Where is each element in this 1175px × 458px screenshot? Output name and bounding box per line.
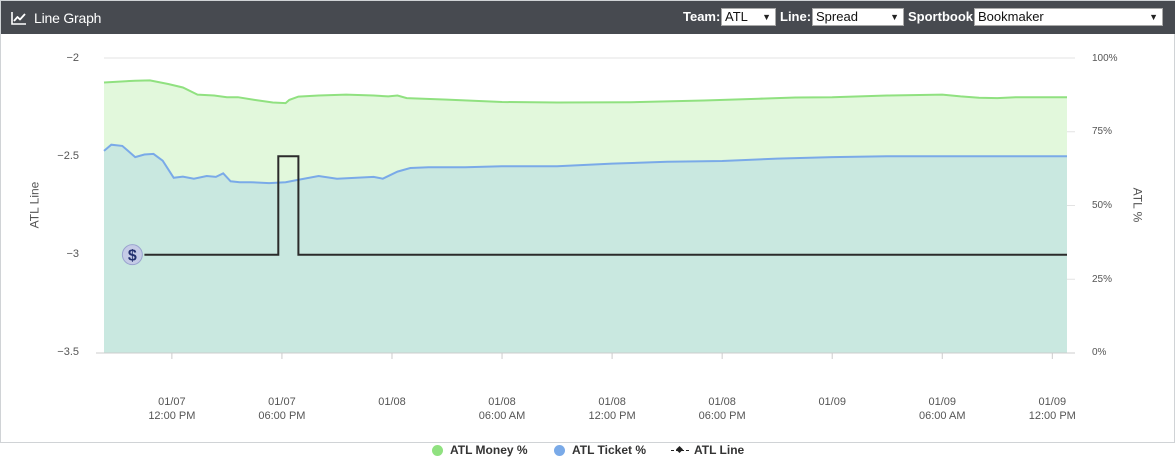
x-tick-label-line: 01/08 [708, 396, 736, 408]
x-tick-label-line: 01/07 [158, 396, 186, 408]
series-area-1 [104, 144, 1067, 353]
legend-marker-money [432, 444, 443, 456]
x-tick-label-line: 12:00 PM [588, 410, 636, 422]
panel-header: Line Graph Team: ATL ▼ Line: Spread ▼ Sp… [1, 1, 1175, 34]
x-tick-label-line: 01/07 [268, 396, 296, 408]
x-tick-label: 01/08 12:00 PM [577, 395, 647, 423]
x-tick-label-line [357, 409, 427, 423]
series-line-1 [103, 143, 1067, 185]
series-line-0 [103, 79, 1067, 105]
y-tick-right: 100% [1092, 53, 1118, 64]
x-tick-label: 01/08 06:00 AM [467, 395, 537, 423]
y-axis-label-right: ATL % [1130, 187, 1145, 223]
panel-title-group: Line Graph [11, 1, 101, 34]
panel-title: Line Graph [34, 9, 102, 26]
x-tick-label-line: 12:00 PM [1028, 410, 1076, 422]
chevron-down-icon: ▼ [762, 12, 771, 22]
line-label: Line: [780, 9, 812, 24]
legend-money[interactable]: ATL Money % [432, 442, 528, 458]
y-tick-right: 25% [1092, 274, 1113, 285]
x-tick-label-line: 01/09 [1038, 396, 1067, 408]
team-label: Team: [683, 9, 721, 24]
x-tick-label-line: 01/08 [598, 396, 626, 408]
legend-marker-line [671, 445, 689, 455]
x-tick-label-line [797, 409, 867, 423]
line-chart: $ −2 −2.5 −3 −3.5 100% 75% 50% 25% 0% AT… [1, 34, 1175, 457]
line-select[interactable]: Spread ▼ [812, 8, 904, 26]
sportsbook-select[interactable]: Bookmaker ▼ [974, 8, 1163, 26]
y-tick-right: 75% [1092, 126, 1113, 137]
x-tick-label: 01/07 06:00 PM [247, 395, 317, 423]
dollar-badge-symbol: $ [128, 248, 137, 265]
sportsbook-select-value: Bookmaker [978, 9, 1044, 24]
x-tick-label-line: 06:00 PM [698, 410, 746, 422]
x-tick-label-line: 01/08 [488, 396, 516, 408]
chart-plot-area: $ [96, 57, 1075, 359]
chevron-down-icon: ▼ [890, 12, 899, 22]
chevron-down-icon: ▼ [1149, 12, 1158, 22]
x-tick-label: 01/08 [357, 395, 427, 423]
legend-marker-ticket [554, 444, 565, 456]
legend-ticket[interactable]: ATL Ticket % [554, 442, 646, 458]
x-tick-label-line: 06:00 AM [478, 410, 526, 422]
y-tick-left: −2.5 [57, 150, 79, 162]
x-tick-label-line: 06:00 AM [919, 410, 966, 422]
x-tick-label: 01/08 06:00 PM [687, 395, 757, 423]
sportsbook-label: Sportbook: [908, 9, 978, 24]
line-select-value: Spread [816, 9, 858, 24]
x-tick-label-line: 01/09 [818, 396, 846, 408]
legend-line[interactable]: ATL Line [671, 442, 744, 458]
x-tick-label: 01/09 06:00 AM [907, 395, 977, 423]
team-select[interactable]: ATL ▼ [721, 8, 776, 26]
series-line-2 [144, 155, 1067, 256]
y-tick-left: −2 [66, 52, 79, 64]
x-tick-label-line: 06:00 PM [258, 410, 306, 422]
team-select-value: ATL [725, 9, 748, 24]
x-tick-label-line: 01/09 [928, 396, 957, 408]
x-tick-label: 01/09 [797, 395, 867, 423]
legend-label-ticket: ATL Ticket % [572, 443, 647, 457]
x-tick-label-line: 01/08 [378, 396, 406, 408]
y-tick-right: 50% [1092, 200, 1113, 211]
x-tick-label: 01/09 12:00 PM [1017, 395, 1087, 423]
x-tick-label: 01/07 12:00 PM [137, 395, 207, 423]
legend-label-money: ATL Money % [450, 443, 528, 457]
y-tick-right: 0% [1092, 347, 1107, 358]
y-axis-label-left: ATL Line [27, 181, 42, 229]
y-tick-left: −3 [66, 248, 79, 260]
y-tick-left: −3.5 [57, 346, 79, 358]
x-tick-label-line: 12:00 PM [148, 410, 196, 422]
line-graph-panel: Line Graph Team: ATL ▼ Line: Spread ▼ Sp… [0, 0, 1175, 443]
line-chart-icon [11, 11, 27, 25]
dollar-badge-icon [121, 244, 143, 266]
legend-label-line: ATL Line [694, 443, 745, 457]
